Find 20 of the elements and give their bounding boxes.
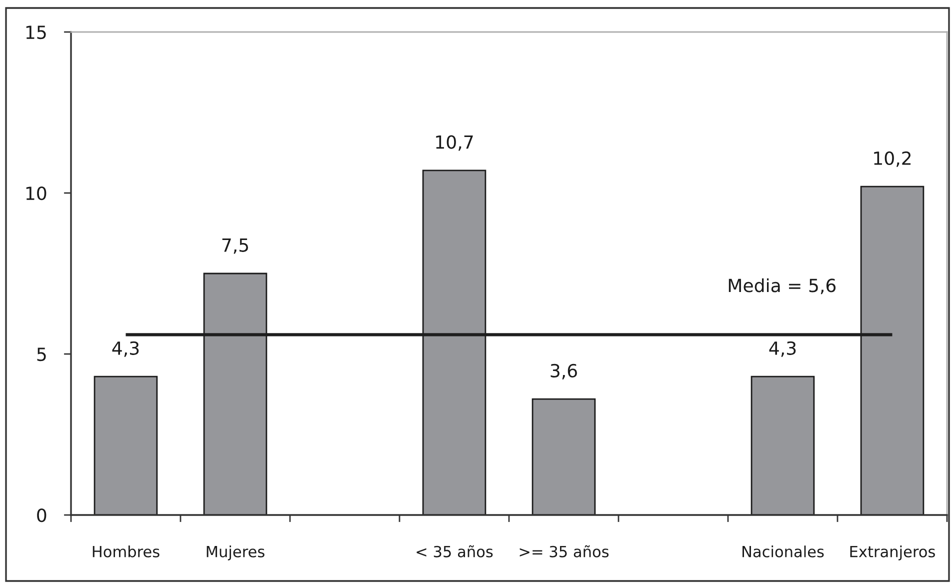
x-tick-label: < 35 años xyxy=(416,545,493,558)
bar xyxy=(532,398,596,515)
data-label: 10,7 xyxy=(436,135,473,151)
data-label: 3,6 xyxy=(550,364,577,380)
x-tick-label: Hombres xyxy=(92,546,160,558)
y-tick-label: 15 xyxy=(26,26,46,40)
data-label: 7,5 xyxy=(222,238,248,254)
bar xyxy=(750,376,815,515)
data-label: 10,2 xyxy=(874,151,911,167)
y-tick-label: 5 xyxy=(37,348,46,362)
x-tick-label: Nacionales xyxy=(742,546,824,558)
bar xyxy=(94,376,158,515)
data-label: 4,3 xyxy=(112,341,139,357)
data-label: 4,3 xyxy=(769,341,796,357)
y-tick-label: 0 xyxy=(37,508,46,522)
x-tick-label: Extranjeros xyxy=(850,546,935,560)
y-tick-label: 10 xyxy=(26,186,46,200)
ref-line-label: Media = 5,6 xyxy=(728,278,836,294)
x-tick-label: Mujeres xyxy=(206,546,264,560)
x-tick-label: >= 35 años xyxy=(520,545,609,558)
